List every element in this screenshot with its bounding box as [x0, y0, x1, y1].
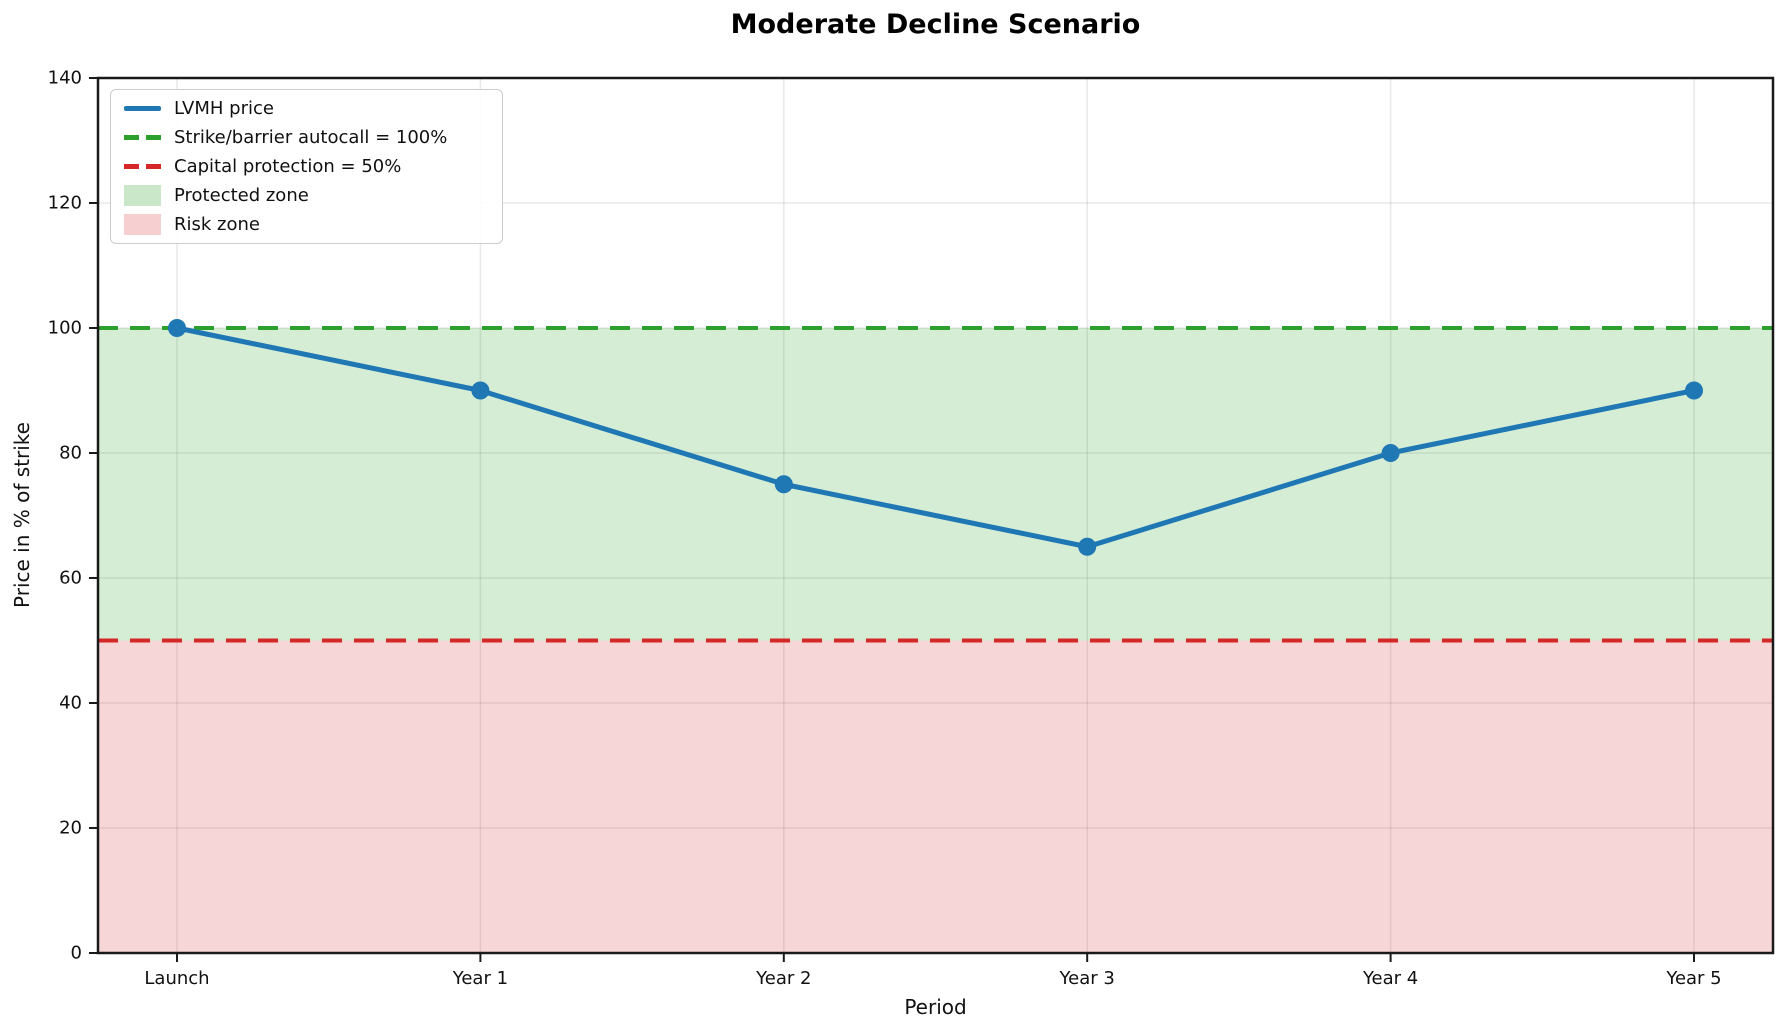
y-tick-label: 20 [59, 818, 82, 839]
legend-swatch-line [124, 106, 161, 112]
y-tick-label: 140 [48, 68, 82, 89]
legend-swatch-dash [124, 135, 161, 140]
series-line-lvmh-price [174, 325, 1697, 550]
data-point [471, 381, 490, 400]
legend-item: Capital protection = 50% [111, 152, 502, 180]
legend-swatch-dash [124, 164, 161, 169]
y-tick-label: 0 [71, 943, 82, 964]
legend-item: Strike/barrier autocall = 100% [111, 124, 502, 152]
x-tick-label: Year 1 [452, 968, 508, 989]
x-axis-label: Period [904, 995, 967, 1019]
legend-item: LVMH price [111, 95, 502, 123]
legend-label: Risk zone [174, 213, 260, 235]
legend-swatch-patch [124, 184, 161, 206]
legend-label: Capital protection = 50% [174, 155, 402, 177]
y-tick-label: 80 [59, 443, 82, 464]
legend-swatch-patch [124, 213, 161, 235]
legend-label: LVMH price [174, 98, 274, 120]
x-tick-label: Year 2 [755, 968, 811, 989]
data-point [1078, 537, 1097, 556]
data-point [1685, 381, 1703, 400]
legend-item: Risk zone [111, 210, 502, 238]
y-tick-label: 60 [59, 568, 82, 589]
data-point [774, 475, 793, 494]
y-tick-label: 120 [48, 193, 82, 214]
zone-risk-zone [98, 640, 1773, 953]
x-tick-label: Year 5 [1665, 968, 1721, 989]
legend-label: Protected zone [174, 184, 309, 206]
y-tick-label: 100 [48, 318, 82, 339]
plot-frame [96, 76, 1775, 955]
y-axis-label: Price in % of strike [10, 422, 34, 608]
y-tick-label: 40 [59, 693, 82, 714]
data-point [168, 319, 186, 337]
legend-item: Protected zone [111, 181, 502, 209]
zone-protected-zone [98, 328, 1773, 641]
legend: LVMH price Strike/barrier autocall = 100%… [110, 89, 503, 244]
x-tick-label: Year 3 [1059, 968, 1115, 989]
data-point [1381, 444, 1400, 462]
legend-label: Strike/barrier autocall = 100% [174, 127, 448, 149]
chart-title: Moderate Decline Scenario [730, 9, 1141, 40]
x-tick-label: Year 4 [1362, 968, 1418, 989]
x-tick-label: Launch [144, 968, 209, 989]
